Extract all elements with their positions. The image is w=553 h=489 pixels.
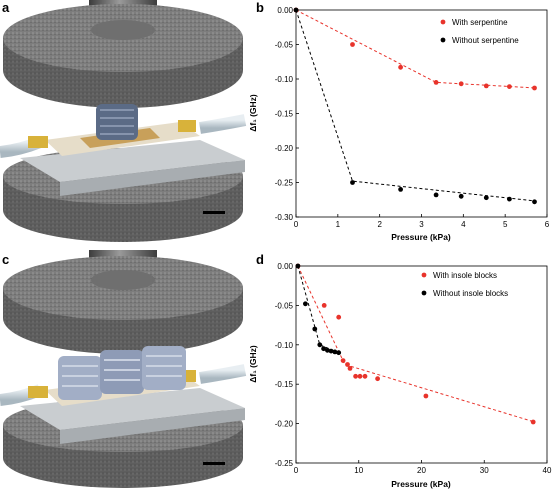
chart-d-xlabel: Pressure (kPa): [391, 479, 451, 489]
fit-line-series-1: [295, 9, 537, 202]
chart-b-legend: With serpentine Without serpentine: [440, 18, 519, 45]
y-tick-label: -0.10: [275, 75, 294, 84]
fit-line-series-1: [297, 265, 339, 354]
data-point-series-1: [336, 350, 342, 356]
data-point-series-1: [433, 192, 439, 198]
x-tick-label: 0: [294, 220, 299, 229]
panel-letter-b: b: [256, 0, 264, 15]
data-point-series-0: [375, 376, 380, 382]
x-tick-label: 40: [543, 466, 552, 475]
data-point-series-0: [336, 314, 342, 320]
x-tick-label: 10: [354, 466, 363, 475]
data-point-series-0: [357, 373, 363, 379]
data-point-series-1: [317, 342, 323, 348]
chart-d-points: [295, 263, 536, 425]
x-tick-label: 4: [461, 220, 466, 229]
x-tick-label: 0: [294, 466, 299, 475]
y-tick-label: -0.05: [275, 41, 294, 50]
data-point-series-1: [312, 326, 318, 332]
y-tick-label: 0.00: [277, 6, 293, 15]
data-point-series-0: [398, 64, 403, 70]
y-tick-label: -0.15: [275, 380, 294, 389]
panel-letter-c: c: [2, 252, 10, 267]
y-tick-label: 0.00: [277, 262, 293, 271]
data-point-series-0: [340, 358, 346, 363]
x-tick-label: 20: [417, 466, 426, 475]
x-tick-label: 5: [503, 220, 508, 229]
legend-label-without-insole: Without insole blocks: [433, 289, 508, 298]
data-point-series-0: [458, 81, 464, 87]
chart-d: 0 10 20 30 40 0.00 -0.05 -0.10 -0.15 -0.20 -0.25 P…: [248, 262, 552, 489]
x-tick-label: 1: [336, 220, 341, 229]
data-point-series-0: [347, 366, 353, 371]
legend-label-with-serpentine: With serpentine: [452, 18, 508, 27]
legend-marker-with-serpentine: [440, 19, 446, 25]
data-point-series-1: [483, 195, 489, 201]
photo-a-illustration: [0, 0, 247, 242]
data-point-series-1: [532, 199, 537, 205]
data-point-series-1: [507, 196, 512, 202]
legend-marker-with-insole: [421, 272, 427, 278]
data-point-series-1: [458, 193, 464, 199]
legend-marker-without-serpentine: [440, 37, 446, 43]
data-point-series-0: [321, 303, 327, 308]
x-tick-label: 30: [480, 466, 489, 475]
x-tick-label: 6: [545, 220, 550, 229]
y-tick-label: -0.10: [275, 341, 294, 350]
chart-b-ticks: 0 1 2 3 4 5 6 0.00 -0.05 -0.10 -0.15 -0.20 -0.25 -0.3…: [275, 6, 550, 229]
chart-b-xlabel: Pressure (kPa): [391, 232, 451, 242]
chart-b-fit-lines: [295, 9, 537, 202]
data-point-series-0: [483, 83, 489, 89]
data-point-series-0: [433, 80, 439, 85]
data-point-series-1: [328, 348, 334, 354]
data-point-series-0: [532, 85, 537, 91]
y-tick-label: -0.15: [275, 110, 294, 119]
data-point-series-0: [423, 393, 429, 399]
data-point-series-0: [350, 42, 355, 47]
chart-b-ylabel: Δf₁ (GHz): [248, 94, 258, 132]
data-point-series-1: [295, 263, 301, 269]
data-point-series-0: [507, 84, 512, 89]
y-tick-label: -0.25: [275, 179, 294, 188]
photo-c-illustration: [0, 248, 247, 488]
y-tick-label: -0.25: [275, 459, 294, 468]
data-point-series-0: [362, 373, 368, 379]
panel-letter-a: a: [2, 0, 10, 15]
plot-area-d: [295, 265, 548, 464]
data-point-series-1: [350, 180, 355, 185]
data-point-series-0: [345, 362, 350, 367]
y-tick-label: -0.20: [275, 144, 294, 153]
legend-marker-without-insole: [421, 290, 427, 296]
legend-label-without-serpentine: Without serpentine: [452, 36, 519, 45]
chart-d-ylabel: Δf₁ (GHz): [248, 345, 258, 383]
data-point-series-0: [353, 373, 358, 379]
data-point-series-0: [530, 419, 536, 425]
chart-d-legend: With insole blocks Without insole blocks: [421, 271, 508, 298]
legend-label-with-insole: With insole blocks: [433, 271, 497, 280]
x-tick-label: 3: [419, 220, 424, 229]
data-point-series-1: [332, 349, 338, 355]
chart-d-ticks: 0 10 20 30 40 0.00 -0.05 -0.10 -0.15 -0.20 -0.25: [275, 262, 552, 475]
y-tick-label: -0.05: [275, 301, 294, 310]
data-point-series-1: [303, 301, 308, 307]
panel-letter-d: d: [256, 252, 264, 267]
chart-b-points: [293, 7, 537, 205]
data-point-series-1: [325, 347, 330, 353]
y-tick-label: -0.30: [275, 213, 294, 222]
data-point-series-1: [398, 187, 403, 192]
y-tick-label: -0.20: [275, 420, 294, 429]
data-point-series-1: [321, 346, 326, 352]
data-point-series-1: [293, 7, 299, 13]
x-tick-label: 2: [377, 220, 382, 229]
chart-b: 0 1 2 3 4 5 6 0.00 -0.05 -0.10 -0.15 -0.20 -0.25 -0.3…: [248, 6, 550, 242]
